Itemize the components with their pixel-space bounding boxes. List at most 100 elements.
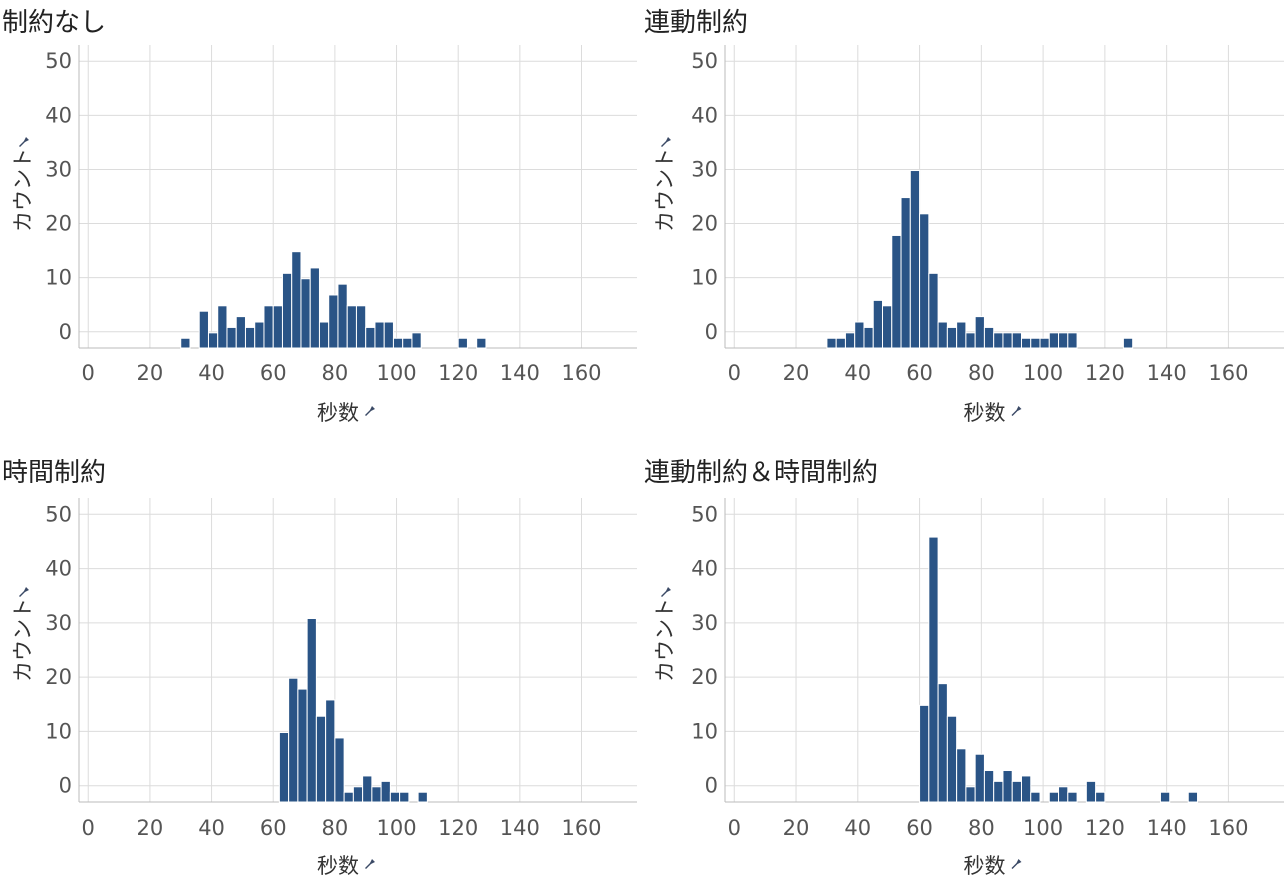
histogram-bar bbox=[863, 326, 874, 349]
histogram-bar bbox=[244, 326, 256, 349]
y-tick-label: 50 bbox=[45, 502, 72, 526]
histogram-bar bbox=[217, 305, 228, 349]
histogram-bar bbox=[235, 316, 246, 349]
histogram-bar bbox=[1030, 791, 1041, 803]
histogram-bar bbox=[365, 326, 376, 349]
histogram-bar bbox=[1002, 770, 1013, 803]
x-tick-label: 100 bbox=[376, 816, 416, 840]
histogram-bar bbox=[1011, 780, 1022, 803]
x-tick-label: 40 bbox=[844, 816, 871, 840]
histogram-chart: 0 10 20 30 40 50 0 20 40 60 80 100 120 140 160 秒数 カウント bbox=[11, 498, 637, 878]
pin-icon[interactable] bbox=[365, 406, 375, 416]
histogram-bar bbox=[343, 791, 354, 803]
histogram-bar bbox=[207, 332, 219, 349]
x-tick-label: 100 bbox=[1023, 361, 1063, 385]
histogram-bar bbox=[937, 321, 948, 349]
chart-panel-none: 制約なし 0 10 20 30 40 50 0 20 40 60 80 100 120 140 160 秒数 カ… bbox=[0, 0, 642, 440]
x-tick-label: 120 bbox=[1085, 816, 1125, 840]
histogram-bar bbox=[919, 213, 930, 349]
y-tick-label: 30 bbox=[691, 157, 718, 181]
histogram-bar bbox=[180, 337, 191, 349]
histogram-bar bbox=[835, 337, 846, 349]
histogram-bar bbox=[965, 332, 976, 349]
histogram-bar bbox=[983, 770, 995, 803]
pin-icon[interactable] bbox=[661, 587, 671, 597]
x-tick-label: 80 bbox=[322, 816, 349, 840]
x-tick-label: 80 bbox=[968, 361, 995, 385]
histogram-bar bbox=[281, 272, 293, 349]
histogram-bar bbox=[993, 332, 1004, 349]
x-tick-label: 40 bbox=[198, 361, 225, 385]
y-tick-label: 20 bbox=[45, 665, 72, 689]
chart-panel-linked-time: 連動制約＆時間制約 0 10 20 30 40 50 0 20 40 60 80 100 120 140 1… bbox=[642, 450, 1284, 890]
histogram-bar bbox=[844, 332, 856, 349]
x-tick-label: 160 bbox=[561, 361, 601, 385]
histogram-chart: 0 10 20 30 40 50 0 20 40 60 80 100 120 140 160 秒数 カウント bbox=[11, 45, 637, 425]
histogram-bar bbox=[315, 715, 327, 803]
histogram-bar bbox=[937, 683, 948, 803]
pin-icon[interactable] bbox=[19, 137, 29, 147]
histogram-bar bbox=[872, 299, 884, 349]
histogram-bar bbox=[1020, 775, 1032, 803]
histogram-bar bbox=[362, 775, 373, 803]
y-axis-title: カウント bbox=[11, 598, 35, 682]
pin-icon[interactable] bbox=[365, 859, 375, 869]
y-tick-label: 20 bbox=[45, 212, 72, 236]
y-tick-label: 40 bbox=[45, 103, 72, 127]
histogram-bar bbox=[278, 732, 290, 803]
histogram-bar bbox=[263, 305, 274, 349]
y-tick-label: 30 bbox=[691, 611, 718, 635]
histogram-bar bbox=[411, 332, 422, 349]
x-tick-label: 60 bbox=[260, 361, 287, 385]
x-tick-label: 120 bbox=[1085, 361, 1125, 385]
histogram-bar bbox=[371, 786, 382, 803]
histogram-bar bbox=[1085, 780, 1097, 803]
chart-panel-time: 時間制約 0 10 20 30 40 50 0 20 40 60 80 100 120 140 160 秒数 カ… bbox=[0, 450, 642, 890]
y-tick-label: 50 bbox=[691, 49, 718, 73]
pin-icon[interactable] bbox=[1011, 406, 1022, 416]
histogram-bar bbox=[402, 337, 413, 349]
histogram-bar bbox=[476, 337, 487, 349]
histogram-bar bbox=[392, 337, 404, 349]
x-tick-label: 0 bbox=[728, 816, 741, 840]
histogram-bar bbox=[1187, 791, 1199, 803]
y-tick-label: 20 bbox=[691, 212, 718, 236]
pin-icon[interactable] bbox=[661, 137, 671, 147]
histogram-bar bbox=[928, 272, 939, 349]
x-tick-label: 120 bbox=[438, 816, 478, 840]
y-tick-label: 20 bbox=[691, 665, 718, 689]
x-tick-label: 60 bbox=[906, 816, 933, 840]
pin-icon[interactable] bbox=[19, 587, 29, 597]
x-tick-label: 80 bbox=[968, 816, 995, 840]
chart-title: 制約なし bbox=[2, 8, 107, 38]
histogram-bar bbox=[919, 704, 930, 803]
histogram-bar bbox=[1048, 791, 1060, 803]
histogram-bar bbox=[956, 321, 967, 349]
histogram-bar bbox=[1048, 332, 1060, 349]
histogram-bar bbox=[309, 267, 320, 349]
pin-icon[interactable] bbox=[1011, 859, 1022, 869]
histogram-bar bbox=[956, 748, 967, 803]
y-tick-label: 0 bbox=[705, 774, 718, 798]
y-tick-label: 40 bbox=[691, 103, 718, 127]
histogram-bar bbox=[272, 305, 283, 349]
chart-title: 連動制約 bbox=[644, 8, 749, 38]
histogram-bar bbox=[1039, 337, 1050, 349]
histogram-bar bbox=[1002, 332, 1013, 349]
histogram-bar bbox=[1058, 786, 1069, 803]
x-tick-label: 20 bbox=[783, 361, 810, 385]
x-tick-label: 140 bbox=[500, 816, 540, 840]
x-tick-label: 160 bbox=[1208, 361, 1248, 385]
histogram-bar bbox=[900, 197, 911, 349]
histogram-bar bbox=[854, 321, 865, 349]
histogram-bar bbox=[334, 737, 345, 803]
x-tick-label: 60 bbox=[906, 361, 933, 385]
x-axis-title: 秒数 bbox=[317, 401, 359, 425]
x-axis-title: 秒数 bbox=[317, 854, 359, 878]
x-tick-label: 100 bbox=[376, 361, 416, 385]
histogram-bar bbox=[974, 316, 985, 349]
y-tick-label: 0 bbox=[705, 320, 718, 344]
histogram-bar bbox=[198, 310, 209, 349]
y-axis-title: カウント bbox=[653, 148, 677, 232]
x-tick-label: 140 bbox=[1147, 361, 1187, 385]
